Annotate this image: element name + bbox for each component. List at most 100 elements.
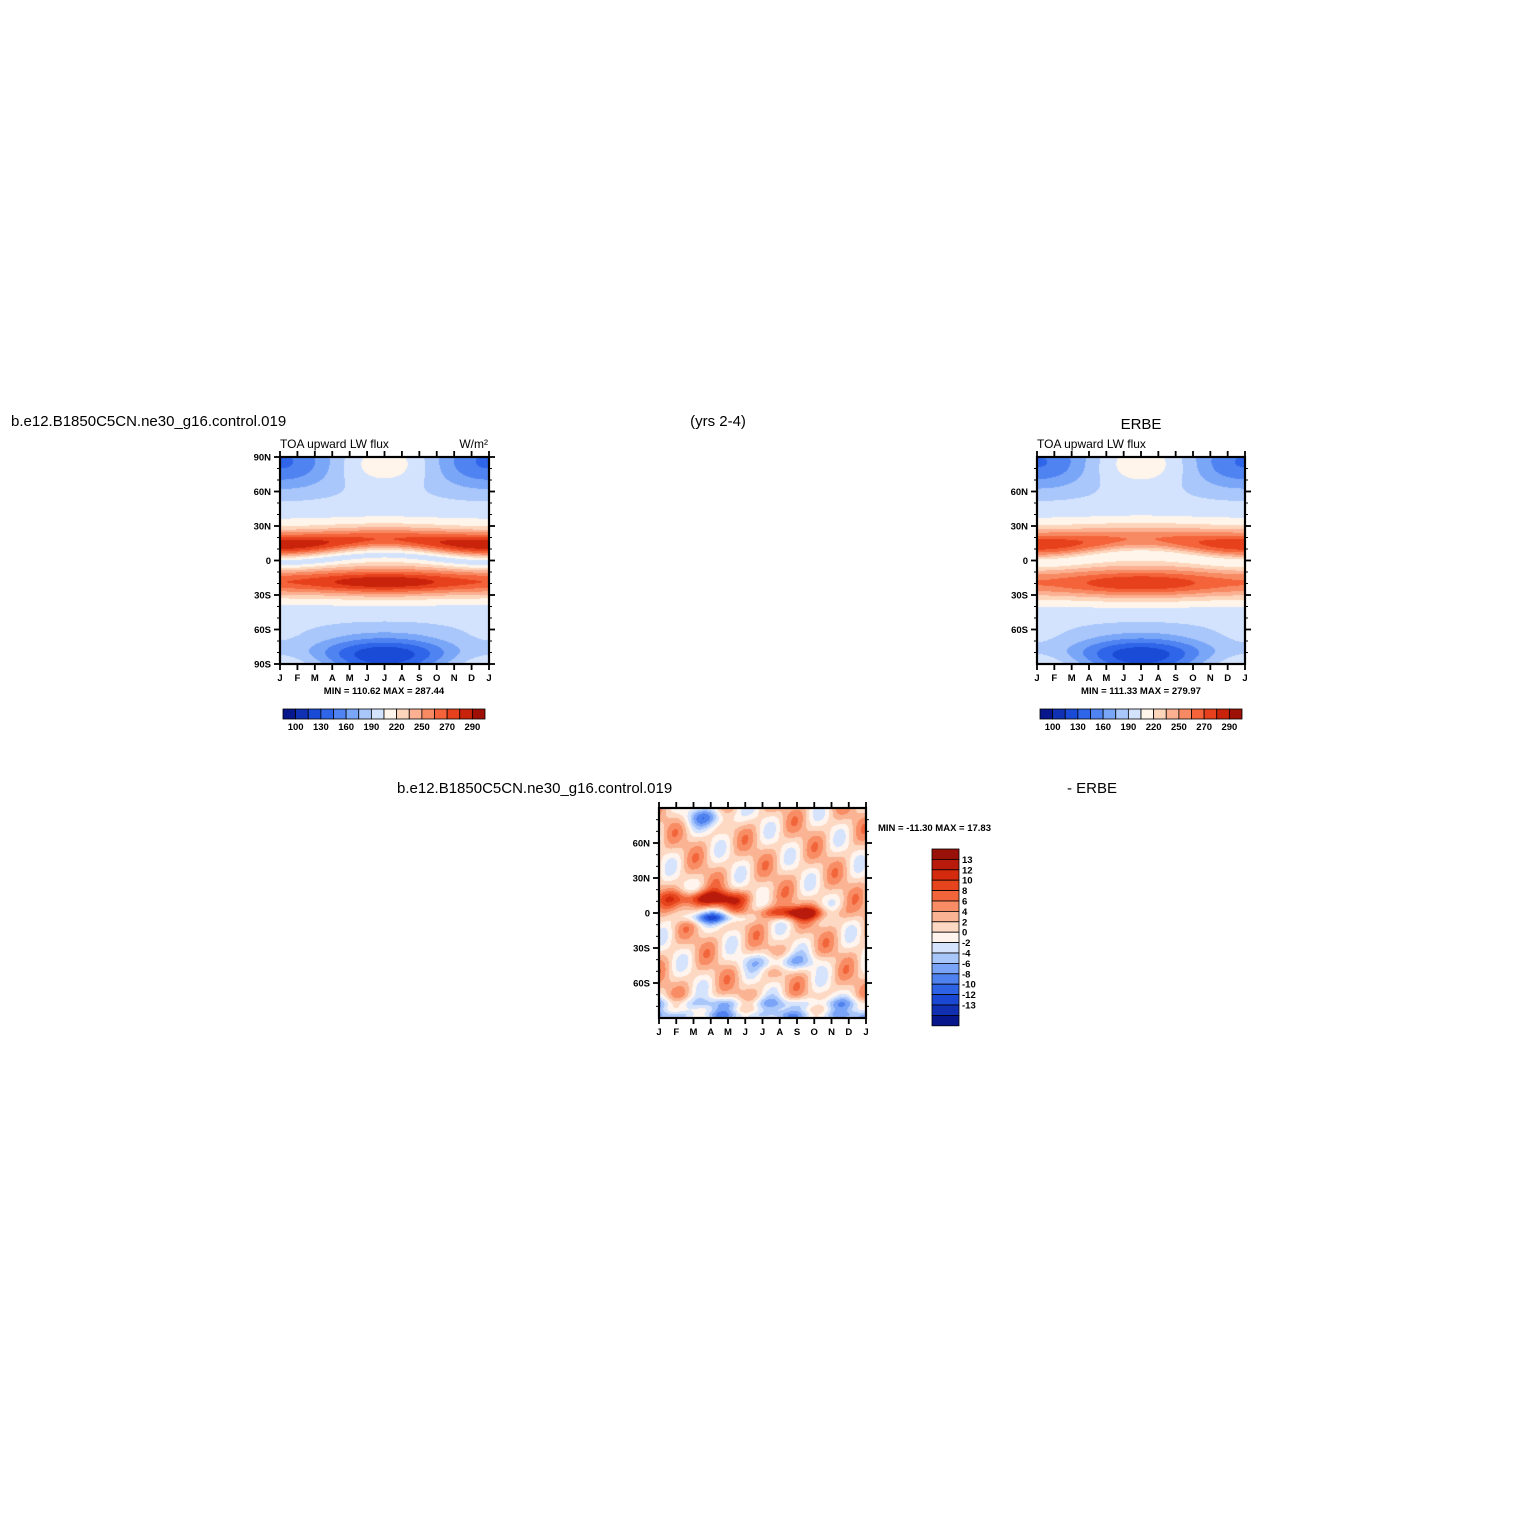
x-tick-label: J [1121, 673, 1126, 684]
colorbar-box [931, 1015, 960, 1027]
colorbar-box [307, 708, 322, 720]
diff-suffix-title: - ERBE [1067, 780, 1117, 797]
x-tick-label: A [329, 673, 336, 684]
colorbar-box [345, 708, 360, 720]
x-tick-label: A [707, 1027, 714, 1038]
colorbar-box [931, 911, 960, 923]
colorbar-label: -12 [962, 990, 976, 1001]
colorbar-box [1052, 708, 1066, 720]
x-tick-label: O [1189, 673, 1196, 684]
x-tick-label: F [1051, 673, 1057, 684]
colorbar-box [434, 708, 448, 720]
x-tick-label: M [1068, 673, 1076, 684]
colorbar-label: 190 [363, 722, 379, 733]
colorbar-box [396, 708, 410, 720]
x-tick-label: S [416, 673, 422, 684]
x-tick-label: A [776, 1027, 783, 1038]
obs-contour-field [1037, 457, 1245, 664]
colorbar-label: 270 [1196, 722, 1212, 733]
diff-case-title: b.e12.B1850C5CN.ne30_g16.control.019 [397, 780, 672, 797]
colorbar-label: 100 [288, 722, 304, 733]
colorbar-label: 160 [338, 722, 354, 733]
colorbar-label: 220 [1146, 722, 1162, 733]
colorbar-label: 100 [1045, 722, 1061, 733]
x-tick-label: S [794, 1027, 800, 1038]
colorbar-label: 10 [962, 876, 973, 887]
x-tick-label: O [811, 1027, 818, 1038]
y-tick-label: 30N [633, 874, 651, 885]
x-tick-label: F [295, 673, 301, 684]
obs-title: ERBE [1121, 416, 1162, 433]
y-tick-label: 0 [1023, 556, 1028, 567]
y-tick-label: 30S [1011, 591, 1028, 602]
model-contour-field [280, 457, 489, 664]
colorbar-box [1153, 708, 1167, 720]
x-tick-label: D [845, 1027, 852, 1038]
colorbar-label: -8 [962, 969, 970, 980]
x-tick-label: M [1102, 673, 1110, 684]
colorbar-label: 290 [464, 722, 480, 733]
y-tick-label: 90N [254, 453, 272, 464]
model-colorbar: 100 130 160 190 220 250 270 290 [282, 708, 486, 733]
x-tick-label: M [690, 1027, 698, 1038]
x-tick-label: J [743, 1027, 748, 1038]
x-tick-label: J [1034, 673, 1039, 684]
colorbar-box [295, 708, 309, 720]
colorbar-box [1077, 708, 1091, 720]
y-tick-label: 30N [1011, 522, 1029, 533]
colorbar-label: 160 [1095, 722, 1111, 733]
colorbar-box [446, 708, 461, 720]
colorbar-box [931, 963, 960, 975]
colorbar-box [358, 708, 372, 720]
x-tick-label: S [1172, 673, 1178, 684]
colorbar-box [408, 708, 423, 720]
colorbar-box [1203, 708, 1218, 720]
y-tick-label: 60S [633, 979, 650, 990]
case-name-title: b.e12.B1850C5CN.ne30_g16.control.019 [11, 413, 286, 430]
colorbar-box [931, 931, 960, 944]
y-tick-label: 0 [645, 909, 650, 920]
x-tick-label: F [673, 1027, 679, 1038]
x-tick-label: J [382, 673, 387, 684]
colorbar-box [931, 859, 960, 871]
colorbar-box [383, 708, 398, 720]
colorbar-box [931, 879, 960, 892]
x-tick-label: J [863, 1027, 868, 1038]
colorbar-box [931, 952, 960, 964]
colorbar-label: -2 [962, 938, 970, 949]
colorbar-label: 2 [962, 917, 967, 928]
colorbar-box [459, 708, 473, 720]
y-tick-label: 0 [266, 556, 271, 567]
y-tick-label: 60N [254, 487, 272, 498]
colorbar-label: -10 [962, 980, 976, 991]
colorbar-label: 13 [962, 855, 973, 866]
colorbar-label: 0 [962, 928, 967, 939]
colorbar-label: -4 [962, 949, 971, 960]
colorbar-label: 290 [1221, 722, 1237, 733]
y-tick-label: 30S [633, 944, 650, 955]
y-tick-label: 60S [1011, 625, 1028, 636]
x-tick-label: A [1086, 673, 1093, 684]
x-tick-label: J [1242, 673, 1247, 684]
colorbar-box [1102, 708, 1117, 720]
colorbar-label: 12 [962, 865, 973, 876]
x-tick-label: A [398, 673, 405, 684]
x-tick-label: M [724, 1027, 732, 1038]
x-tick-label: A [1155, 673, 1162, 684]
colorbar-box [333, 708, 347, 720]
colorbar-label: 250 [414, 722, 430, 733]
colorbar-label: 130 [313, 722, 329, 733]
y-tick-label: 90S [254, 660, 271, 671]
colorbar-box [931, 994, 960, 1006]
colorbar-label: 6 [962, 897, 967, 908]
colorbar-box [1039, 708, 1054, 720]
x-tick-label: D [468, 673, 475, 684]
x-tick-label: D [1224, 673, 1231, 684]
model-variable-title: TOA upward LW flux [280, 437, 389, 451]
colorbar-box [282, 708, 297, 720]
colorbar-box [421, 708, 435, 720]
colorbar-box [320, 708, 334, 720]
x-tick-label: J [364, 673, 369, 684]
